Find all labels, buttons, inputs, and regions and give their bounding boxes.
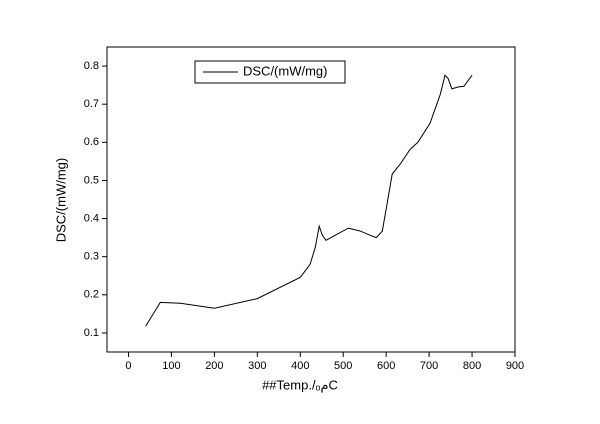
y-tick-label: 0.2 — [84, 289, 99, 301]
x-axis-title: ##Temp./ₒمC — [262, 377, 338, 393]
x-tick-label: 200 — [205, 360, 223, 372]
data-line — [145, 74, 473, 327]
x-tick-label: 900 — [506, 360, 524, 372]
y-tick-label: 0.4 — [84, 212, 99, 224]
x-tick-label: 300 — [248, 360, 266, 372]
legend-label: DSC/(mW/mg) — [243, 63, 328, 78]
plot-frame — [106, 46, 516, 353]
x-tick-label: 0 — [125, 360, 131, 372]
x-tick-label: 400 — [291, 360, 309, 372]
x-tick-label: 100 — [162, 360, 180, 372]
x-tick-label: 800 — [463, 360, 481, 372]
y-tick-label: 0.6 — [84, 136, 99, 148]
y-tick-label: 0.1 — [84, 327, 99, 339]
y-axis-title: DSC/(mW/mg) — [53, 158, 68, 243]
y-tick-label: 0.5 — [84, 174, 99, 186]
x-tick-label: 600 — [377, 360, 395, 372]
y-tick-label: 0.8 — [84, 60, 99, 72]
y-tick-label: 0.7 — [84, 98, 99, 110]
x-tick-label: 500 — [334, 360, 352, 372]
y-tick-label: 0.3 — [84, 251, 99, 263]
legend-box — [194, 60, 346, 84]
x-tick-label: 700 — [420, 360, 438, 372]
